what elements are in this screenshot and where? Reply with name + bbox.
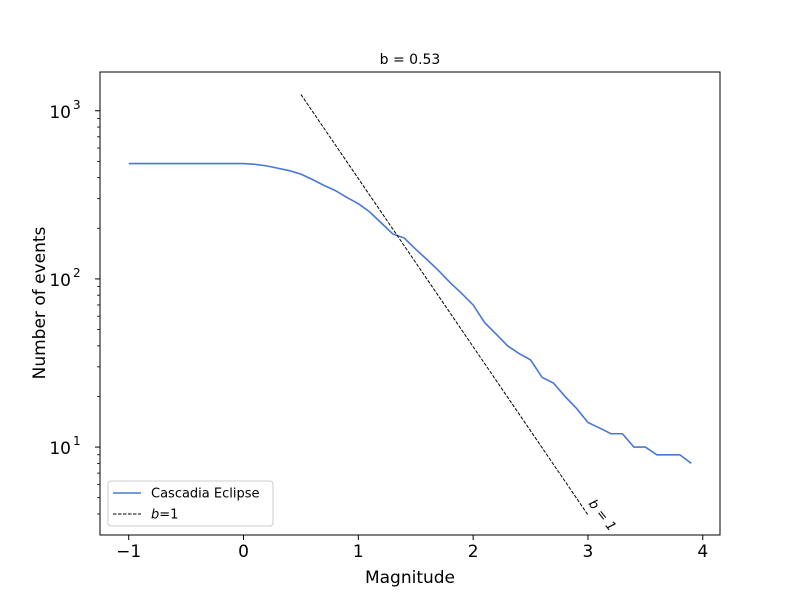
x-axis-label: Magnitude <box>365 568 455 588</box>
x-tick-label: 1 <box>353 542 364 562</box>
y-tick-label: 10 <box>49 439 71 459</box>
x-tick-label: −1 <box>116 542 141 562</box>
y-tick-exponent: 3 <box>73 98 81 112</box>
y-tick-exponent: 2 <box>73 266 81 280</box>
x-tick-label: 2 <box>468 542 479 562</box>
legend-label-1: b=1 <box>151 508 178 523</box>
annotation-0: b = 1 <box>585 497 619 534</box>
plot-area: b = 1 <box>99 71 721 536</box>
legend-label-0: Cascadia Eclipse <box>151 487 260 502</box>
x-tick-label: 4 <box>697 542 708 562</box>
y-tick-exponent: 1 <box>73 434 81 448</box>
y-axis-label: Number of events <box>30 226 50 379</box>
x-tick-label: 0 <box>238 542 249 562</box>
series-line-0 <box>128 162 692 465</box>
y-tick-label: 10 <box>49 103 71 123</box>
legend: Cascadia Eclipse b=1 <box>107 480 274 527</box>
plot-frame <box>99 71 721 536</box>
x-tick-label: 3 <box>583 542 594 562</box>
y-tick-label: 10 <box>49 271 71 291</box>
legend-box <box>107 480 274 527</box>
chart-title: b = 0.53 <box>380 52 441 68</box>
reference-line-b1 <box>300 94 589 516</box>
x-axis: −1 0 1 2 3 4 <box>116 535 708 562</box>
